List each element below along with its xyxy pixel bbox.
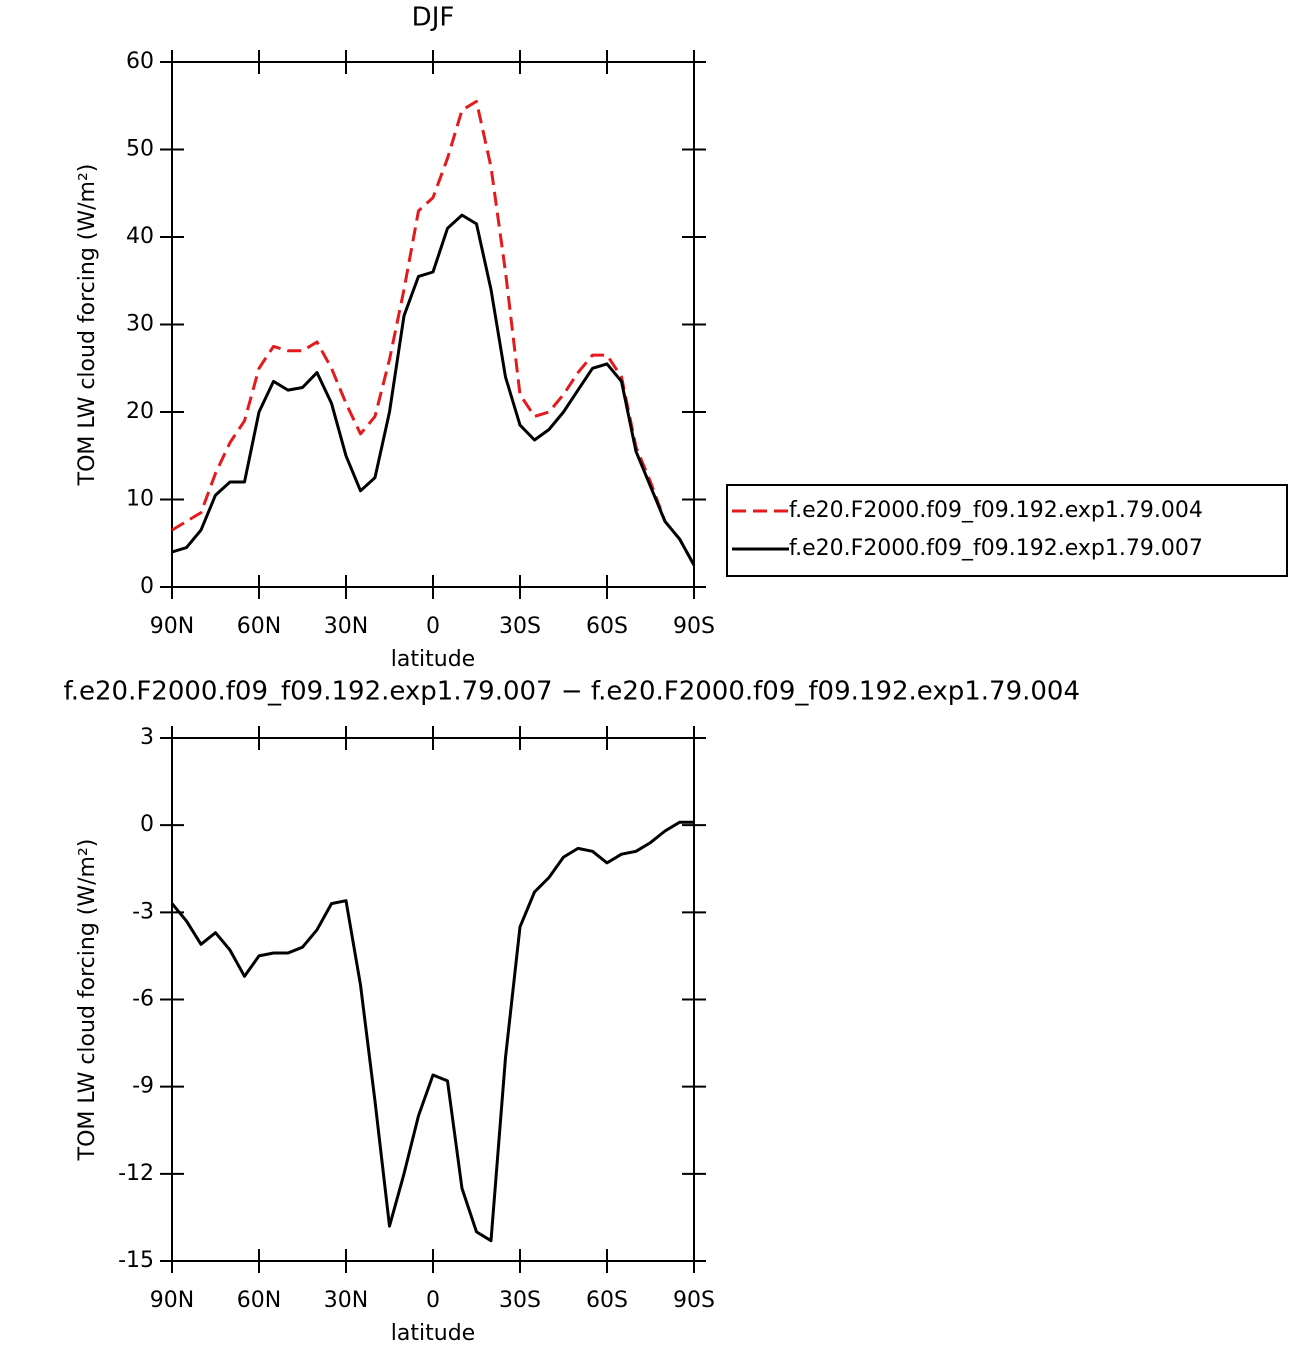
- legend-label: f.e20.F2000.f09_f09.192.exp1.79.004: [789, 498, 1203, 523]
- data-line: [170, 820, 694, 1243]
- y-tick-label: 3: [140, 725, 154, 750]
- y-tick-label: 50: [126, 137, 154, 162]
- y-tick-label: 10: [126, 487, 154, 512]
- x-tick-label: 0: [426, 614, 440, 639]
- y-tick-label: 30: [126, 312, 154, 337]
- y-tick-label: -12: [118, 1161, 154, 1186]
- x-axis-label: latitude: [391, 647, 475, 672]
- x-tick-label: 0: [426, 1288, 440, 1313]
- plot-frame: [171, 737, 695, 1262]
- y-axis-label: TOM LW cloud forcing (W/m²): [75, 164, 100, 487]
- data-line: [171, 99, 696, 566]
- legend-label: f.e20.F2000.f09_f09.192.exp1.79.007: [789, 536, 1203, 561]
- x-tick-label: 90S: [673, 614, 715, 639]
- x-tick-label: 60N: [237, 614, 281, 639]
- x-tick-label: 60S: [586, 614, 628, 639]
- x-tick-label: 30N: [324, 614, 368, 639]
- data-line: [171, 213, 696, 566]
- x-tick-label: 60N: [237, 1288, 281, 1313]
- y-tick-label: 0: [140, 574, 154, 599]
- x-tick-label: 30S: [499, 1288, 541, 1313]
- chart-title: f.e20.F2000.f09_f09.192.exp1.79.007 − f.…: [63, 677, 1080, 707]
- x-tick-label: 90N: [150, 1288, 194, 1313]
- y-tick-label: 60: [126, 49, 154, 74]
- x-tick-label: 90N: [150, 614, 194, 639]
- chart-title: DJF: [412, 3, 455, 33]
- plot-frame: [171, 61, 695, 588]
- y-tick-label: -6: [132, 987, 154, 1012]
- x-tick-label: 30N: [324, 1288, 368, 1313]
- y-tick-label: -15: [118, 1248, 154, 1273]
- y-tick-label: 40: [126, 224, 154, 249]
- y-tick-label: 20: [126, 399, 154, 424]
- x-tick-label: 90S: [673, 1288, 715, 1313]
- legend-box: [726, 484, 1288, 577]
- x-tick-label: 60S: [586, 1288, 628, 1313]
- y-tick-label: -9: [132, 1074, 154, 1099]
- y-tick-label: -3: [132, 899, 154, 924]
- y-axis-label: TOM LW cloud forcing (W/m²): [75, 839, 100, 1162]
- y-tick-label: 0: [140, 812, 154, 837]
- x-tick-label: 30S: [499, 614, 541, 639]
- x-axis-label: latitude: [391, 1321, 475, 1346]
